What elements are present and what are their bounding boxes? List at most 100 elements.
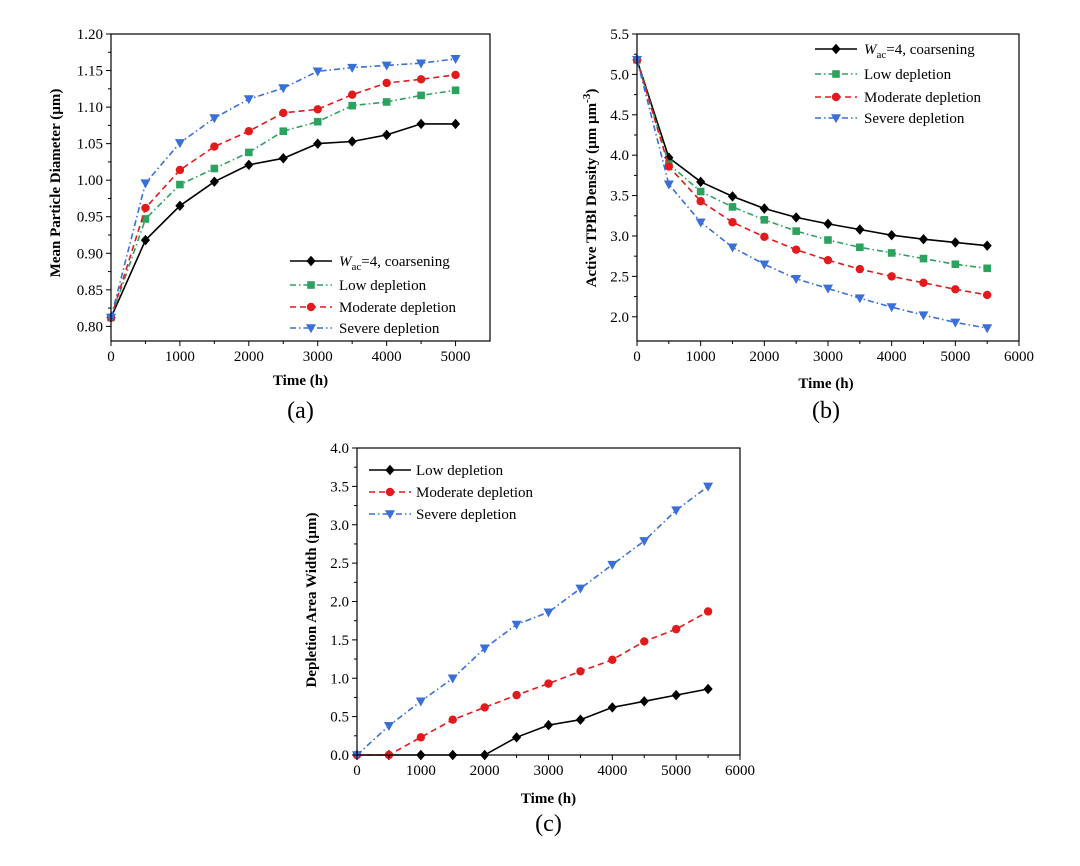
panel-c-series-low-point	[543, 719, 554, 731]
panel-a-series-moderate-point	[279, 108, 288, 118]
panel-b-series-severe-point	[759, 260, 770, 270]
panel-a-series-coarsening-point	[382, 129, 392, 141]
panel-a-series-low-point	[210, 164, 219, 173]
panel-c: 0 1000 2000 3000 4000 5000 6000 0.0 0.5 1.0 1.5 2.0…	[304, 441, 755, 837]
panel-c-marks	[352, 482, 714, 761]
panel-a-series-coarsening-point	[209, 176, 219, 187]
panel-a-legend-label-low: Low depletion	[339, 278, 427, 294]
panel-b-series-moderate-point	[791, 245, 801, 254]
panel-a-x-tick-label: 3000	[303, 349, 333, 365]
panel-b-series-severe-line	[636, 59, 988, 329]
panel-a-series-low-point	[313, 117, 322, 126]
panel-b-series-moderate-point	[887, 272, 896, 281]
panel-c-x-tick-label: 1000	[406, 763, 436, 779]
panel-a-series-coarsening-point	[278, 153, 288, 164]
panel-a-series-moderate-point	[141, 203, 150, 213]
panel-a-y-tick-label: 1.10	[77, 100, 103, 116]
panel-b-legend-label-coarsening: Wac=4, coarsening	[864, 42, 975, 61]
panel-b-legend-label-coarsening-main: W	[864, 42, 878, 58]
panel-a-series-severe-point	[312, 67, 323, 77]
panel-b-series-coarsening-point	[887, 229, 897, 241]
panel-b-series-low-point	[983, 264, 991, 273]
panel-a-series-severe-point	[278, 84, 289, 94]
panel-b-legend-entry-severe: Severe depletion	[815, 111, 965, 127]
panel-b-y-tick-label: 5.5	[610, 27, 629, 43]
panel-a-series-moderate-point	[347, 90, 357, 99]
panel-a-y-axis-title: Mean Particle Diameter (µm)	[48, 89, 64, 278]
panel-c-legend-label-low: Low depletion	[416, 463, 504, 479]
panel-c-series-severe-point	[639, 537, 650, 547]
panel-a-marks	[106, 55, 461, 323]
panel-b-legend-sample-low	[815, 70, 857, 78]
panel-a-series-low-point	[451, 86, 460, 95]
panel-a-series-severe-point	[140, 179, 151, 189]
panel-b: 0 1000 2000 3000 4000 5000 6000 2.0 2.5 3.0 3.5 4.0…	[581, 27, 1034, 424]
panel-c-series-low-point	[511, 732, 522, 743]
panel-b-series-moderate-point	[919, 278, 928, 288]
panel-c-series-low-point	[639, 696, 649, 707]
panel-c-legend-label-severe: Severe depletion	[416, 507, 517, 523]
panel-a-series-low-point	[382, 98, 391, 106]
panel-c-y-axis-title: Depletion Area Width (µm)	[304, 513, 320, 688]
panel-a-plot-frame	[110, 33, 491, 342]
panel-a-series-severe-point	[347, 63, 358, 73]
panel-b-series-coarsening-point	[855, 224, 865, 235]
panel-a-series-moderate-point	[382, 78, 391, 88]
panel-a-x-tick-label: 1000	[165, 349, 195, 365]
panel-b-series-coarsening-point	[727, 191, 738, 202]
panel-c-legend: Low depletion Moderate depletion Severe …	[369, 463, 534, 523]
panel-a-legend-label-moderate: Moderate depletion	[339, 300, 457, 316]
panel-c-series-moderate-point	[416, 733, 426, 742]
panel-c-series-severe-point	[479, 644, 490, 654]
panel-c-series-severe-point	[607, 560, 618, 570]
panel-b-series-low-point	[728, 203, 737, 211]
panel-a-legend-entry-moderate: Moderate depletion	[290, 300, 457, 316]
panel-b-legend: Wac=4, coarsening Low depletion Moderate…	[815, 42, 982, 127]
panel-b-label: (b)	[812, 398, 840, 424]
panel-a-series-severe-point	[381, 61, 392, 71]
panel-a-series-coarsening-point	[140, 234, 151, 246]
panel-a-legend-sample-severe	[290, 324, 332, 334]
panel-a-series-coarsening-point	[416, 118, 426, 130]
panel-b-series-severe-point	[854, 294, 865, 304]
panel-b-legend-label-coarsening-sub: ac	[877, 49, 887, 61]
panel-a-series-low-line	[110, 89, 456, 318]
panel-a-series-low-point	[245, 148, 253, 157]
panel-c-series-low-point	[671, 689, 681, 701]
panel-a-legend-entry-coarsening: Wac=4, coarsening	[290, 254, 450, 273]
panel-b-legend-marker-moderate	[831, 92, 841, 102]
panel-b-legend-marker-low	[832, 70, 840, 78]
panel-b-series-coarsening-point	[918, 234, 929, 245]
panel-a-ticks: 0 1000 2000 3000 4000 5000 0.80 0.85 0.90 0.95 1.0…	[77, 27, 471, 365]
panel-c-y-tick-label: 2.5	[330, 556, 349, 572]
panel-b-y-axis-title: Active TPBl Density (µm µm-3)	[581, 89, 600, 288]
panel-a-series-moderate-point	[210, 142, 219, 151]
panel-a-legend-entry-severe: Severe depletion	[290, 321, 440, 337]
panel-b-series-coarsening-point	[696, 176, 706, 188]
panel-a-legend-entry-low: Low depletion	[290, 278, 427, 294]
panel-a-series-severe-line	[110, 58, 456, 318]
panel-b-legend-label-severe: Severe depletion	[864, 111, 965, 127]
panel-a-y-tick-label: 0.85	[77, 283, 103, 299]
panel-b-series-low-point	[951, 260, 960, 269]
panel-a-y-tick-label: 1.15	[77, 64, 103, 80]
panel-b-marks	[632, 54, 993, 334]
panel-c-y-tick-label: 1.0	[330, 671, 349, 687]
panel-b-y-tick-label: 5.0	[610, 67, 629, 83]
panel-b-y-axis-title-sup: -3	[581, 93, 593, 103]
panel-c-legend-sample-low	[369, 464, 411, 476]
panel-a-x-tick-label: 4000	[372, 349, 402, 365]
panel-a-series-low-point	[141, 215, 150, 223]
panel-c-series-severe-point	[511, 620, 522, 630]
panel-c-series-moderate-point	[544, 679, 553, 688]
panel-a-series-moderate-point	[416, 75, 426, 84]
panel-b-series-severe-point	[663, 180, 674, 190]
panel-b-series-moderate-point	[664, 162, 674, 171]
panel-a-legend-label-coarsening-sub: ac	[352, 261, 362, 273]
panel-c-series-moderate-point	[608, 655, 617, 665]
panel-a-legend-label-severe: Severe depletion	[339, 321, 440, 337]
panel-c-series-low-point	[607, 702, 617, 713]
panel-b-series-coarsening-line	[636, 59, 988, 247]
panel-a-series-moderate-point	[244, 127, 254, 136]
